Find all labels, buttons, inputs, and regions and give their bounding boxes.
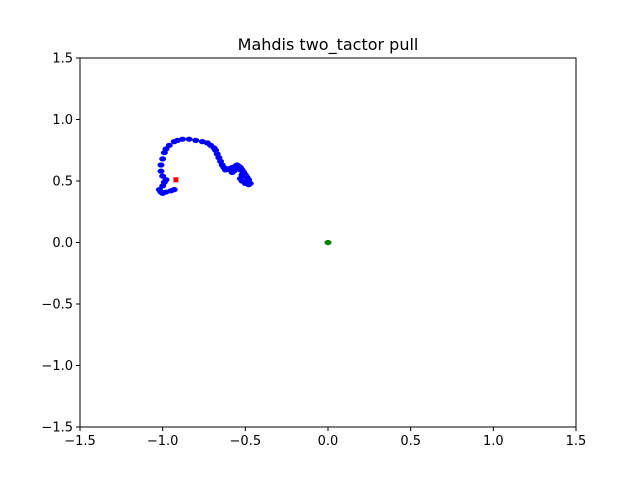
data-point <box>162 177 170 183</box>
data-point <box>324 239 332 246</box>
y-tick-label: 0.5 <box>52 175 73 190</box>
data-point <box>159 156 167 162</box>
data-point <box>226 167 234 173</box>
plot-frame <box>79 57 577 428</box>
data-point <box>165 142 173 148</box>
data-point <box>185 136 193 142</box>
x-tick-label: 0.5 <box>400 434 421 449</box>
data-point <box>157 168 165 174</box>
data-point <box>173 177 179 183</box>
y-tick-label: 0.0 <box>52 236 73 251</box>
data-point <box>159 173 167 179</box>
x-tick-label: 0.0 <box>318 434 339 449</box>
x-tick-label: 1.0 <box>483 434 504 449</box>
x-tick-label: −0.5 <box>230 434 262 449</box>
x-tick-label: −1.0 <box>147 434 179 449</box>
data-point <box>162 146 170 152</box>
data-point <box>157 162 165 168</box>
y-tick-label: −0.5 <box>41 298 73 313</box>
chart-title: Mahdis two_tactor pull <box>238 35 419 55</box>
data-marks <box>155 136 332 246</box>
data-point <box>155 187 163 193</box>
axis-ticks: −1.5 −1.0 −0.5 0.0 0.5 1.0 1.5 −1.5 −1.0 −0.5 0.0 0… <box>41 52 586 450</box>
x-tick-label: −1.5 <box>64 434 96 449</box>
y-tick-label: 1.5 <box>52 52 73 67</box>
x-tick-label: 1.5 <box>566 434 587 449</box>
data-point <box>192 137 200 144</box>
y-tick-label: −1.0 <box>41 359 73 374</box>
y-tick-label: −1.5 <box>41 421 73 436</box>
y-tick-label: 1.0 <box>52 113 73 128</box>
data-point <box>179 136 187 142</box>
